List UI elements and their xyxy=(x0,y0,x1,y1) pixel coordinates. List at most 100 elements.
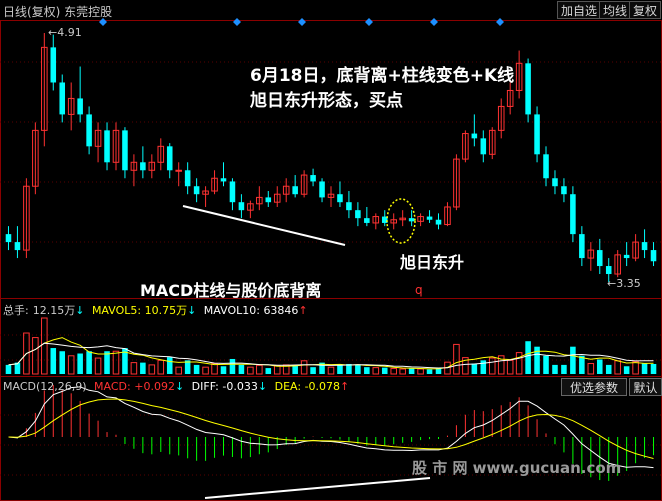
q-marker: q xyxy=(415,283,423,297)
moving-average-button[interactable]: 均线 xyxy=(599,1,632,19)
volume-bar xyxy=(104,351,110,374)
volume-bar xyxy=(399,368,406,375)
candle-body xyxy=(86,114,92,147)
volume-bar xyxy=(32,337,39,375)
candle-body xyxy=(426,216,433,220)
candle-body xyxy=(122,130,128,171)
volume-bar xyxy=(543,355,549,374)
candle-body xyxy=(570,194,576,235)
candle-body xyxy=(596,250,603,267)
volume-bar xyxy=(471,363,478,374)
volume-bar xyxy=(579,355,585,374)
annotation-subtitle: 旭日东升形态，买点 xyxy=(250,91,403,111)
candle-body xyxy=(337,194,343,203)
candle-body xyxy=(104,130,110,163)
date-marker-icon xyxy=(430,18,438,26)
candle-body xyxy=(300,174,308,195)
optimize-params-button[interactable]: 优选参数 xyxy=(561,378,627,396)
volume-bar xyxy=(67,355,75,375)
candle-body xyxy=(77,98,83,115)
candle-body xyxy=(346,202,352,211)
candle-body xyxy=(417,216,424,222)
candle-body xyxy=(390,219,397,224)
adjust-price-button[interactable]: 复权 xyxy=(629,1,662,19)
candle-body xyxy=(67,97,75,115)
candle-body xyxy=(193,186,200,195)
candle-body xyxy=(650,250,657,262)
candle-body xyxy=(614,254,621,275)
date-markers xyxy=(99,18,504,26)
volume-bar xyxy=(166,357,173,374)
candle-body xyxy=(319,181,325,198)
volume-bar xyxy=(130,362,138,375)
volume-bar xyxy=(605,364,612,374)
volume-bar xyxy=(86,351,92,374)
candle-body xyxy=(399,217,406,221)
candle-body xyxy=(148,161,156,171)
volume-bar xyxy=(337,364,343,374)
candle-body xyxy=(534,114,540,155)
add-favorite-button[interactable]: 加自选 xyxy=(557,1,602,19)
watermark: 股 市 网 www.gucuan.com xyxy=(412,459,622,477)
volume-bar xyxy=(202,366,209,375)
mavol5-line xyxy=(8,337,654,370)
candle-body xyxy=(157,145,165,163)
candle-body xyxy=(579,234,585,259)
volume-bar xyxy=(372,367,380,375)
candle-body xyxy=(355,210,361,219)
candle-body xyxy=(220,178,227,182)
window-title: 日线(复权) 东莞控股 xyxy=(3,5,113,19)
volume-bars xyxy=(5,317,657,375)
volume-bar xyxy=(273,365,281,375)
volume-bar xyxy=(292,365,298,374)
candle-body xyxy=(166,146,173,171)
default-params-button[interactable]: 默认 xyxy=(629,378,662,396)
candle-body xyxy=(471,133,478,139)
macd-indicator-row: MACD(12,26,9) MACD: +0.092↓ DIFF: -0.033… xyxy=(3,380,350,393)
candle-body xyxy=(364,218,370,223)
candlestick-series xyxy=(5,33,657,282)
candle-body xyxy=(444,206,451,226)
divergence-label: MACD柱线与股价底背离 xyxy=(140,281,322,300)
candle-body xyxy=(265,197,272,203)
volume-bar xyxy=(623,366,630,374)
candle-body xyxy=(497,105,505,131)
volume-bar xyxy=(426,369,433,374)
volume-bar xyxy=(229,358,236,374)
macd-histogram xyxy=(8,385,655,481)
candle-body xyxy=(623,254,630,259)
candle-body xyxy=(32,129,39,187)
volume-bar xyxy=(310,367,316,374)
candle-body xyxy=(94,129,102,147)
candle-body xyxy=(453,158,460,208)
volume-bar xyxy=(5,364,12,374)
annotation-title: 6月18日，底背离+柱线变色+K线 xyxy=(250,66,515,86)
candle-body xyxy=(480,138,487,155)
low-price-label: ←3.35 xyxy=(607,277,641,290)
volume-bar xyxy=(41,317,48,375)
candle-body xyxy=(327,193,335,198)
candle-body xyxy=(310,175,316,182)
candle-body xyxy=(408,218,415,222)
volume-bar xyxy=(23,332,30,375)
candle-body xyxy=(211,177,218,192)
volume-bar xyxy=(650,363,657,374)
candle-body xyxy=(14,242,21,251)
candle-body xyxy=(273,193,281,203)
candle-body xyxy=(202,190,209,195)
candle-body xyxy=(525,63,531,115)
volume-bar xyxy=(515,352,523,375)
volume-bar xyxy=(435,368,442,374)
volume-bar xyxy=(596,359,603,374)
date-marker-icon xyxy=(365,18,373,26)
volume-bar xyxy=(488,357,496,375)
volume-bar xyxy=(77,353,83,374)
volume-bar xyxy=(300,360,308,375)
volume-bar xyxy=(614,360,621,375)
volume-bar xyxy=(193,364,200,374)
pattern-label: 旭日东升 xyxy=(400,253,465,272)
volume-bar xyxy=(390,368,397,375)
volume-bar xyxy=(570,346,576,374)
mavol10-line xyxy=(8,342,654,369)
